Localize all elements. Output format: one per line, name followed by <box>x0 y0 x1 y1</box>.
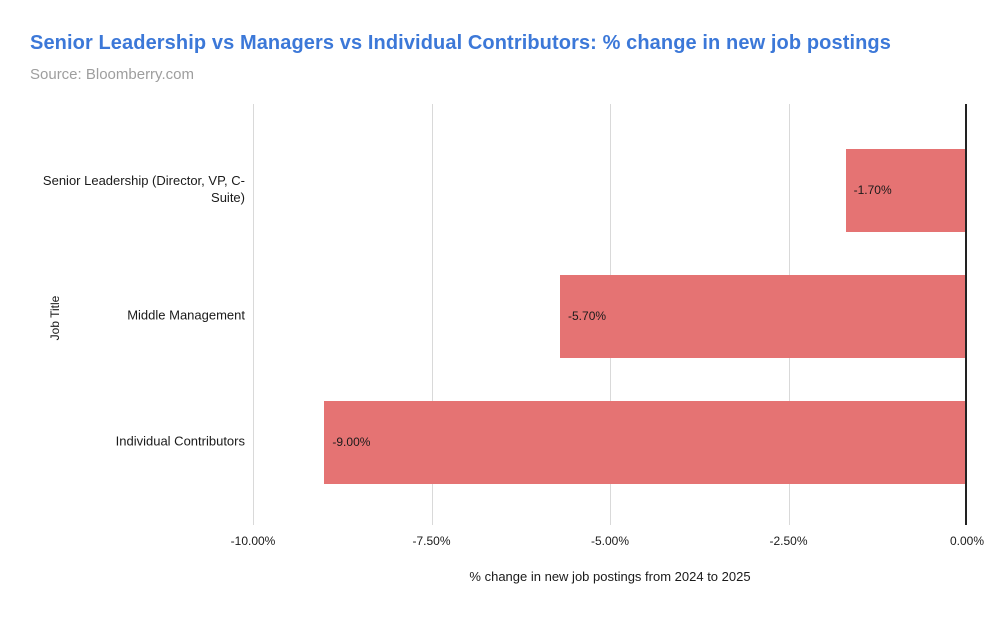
x-tick-label: -5.00% <box>590 534 630 548</box>
y-category-label: Senior Leadership (Director, VP, C-Suite… <box>42 173 245 205</box>
plot-area: -10.00% -7.50% -5.00% -2.50% 0.00% -1.70% -5.7… <box>231 104 984 548</box>
chart-source: Source: Bloomberry.com <box>30 66 194 83</box>
x-tick-label: -7.50% <box>412 534 451 548</box>
bar-value-label: -5.70% <box>568 309 607 323</box>
bar: -9.00% <box>324 400 967 484</box>
x-axis-title: % change in new job postings from 2024 t… <box>469 569 751 584</box>
y-category-labels: Senior Leadership (Director, VP, C-Suite… <box>0 104 245 525</box>
bar: -5.70% <box>560 274 967 358</box>
gridline <box>253 104 254 525</box>
bar: -1.70% <box>845 148 967 232</box>
x-tick-label: -2.50% <box>769 534 808 548</box>
gridline <box>431 104 433 525</box>
chart-title: Senior Leadership vs Managers vs Individ… <box>30 32 891 54</box>
y-category-label: Individual Contributors <box>115 433 245 449</box>
y-category-label: Middle Management <box>127 307 245 323</box>
x-tick-label: -10.00% <box>230 534 276 548</box>
x-tick-label: 0.00% <box>949 534 985 548</box>
bar-value-label: -1.70% <box>853 183 892 197</box>
x-axis-zero-line <box>965 104 967 525</box>
bar-value-label: -9.00% <box>332 435 371 449</box>
